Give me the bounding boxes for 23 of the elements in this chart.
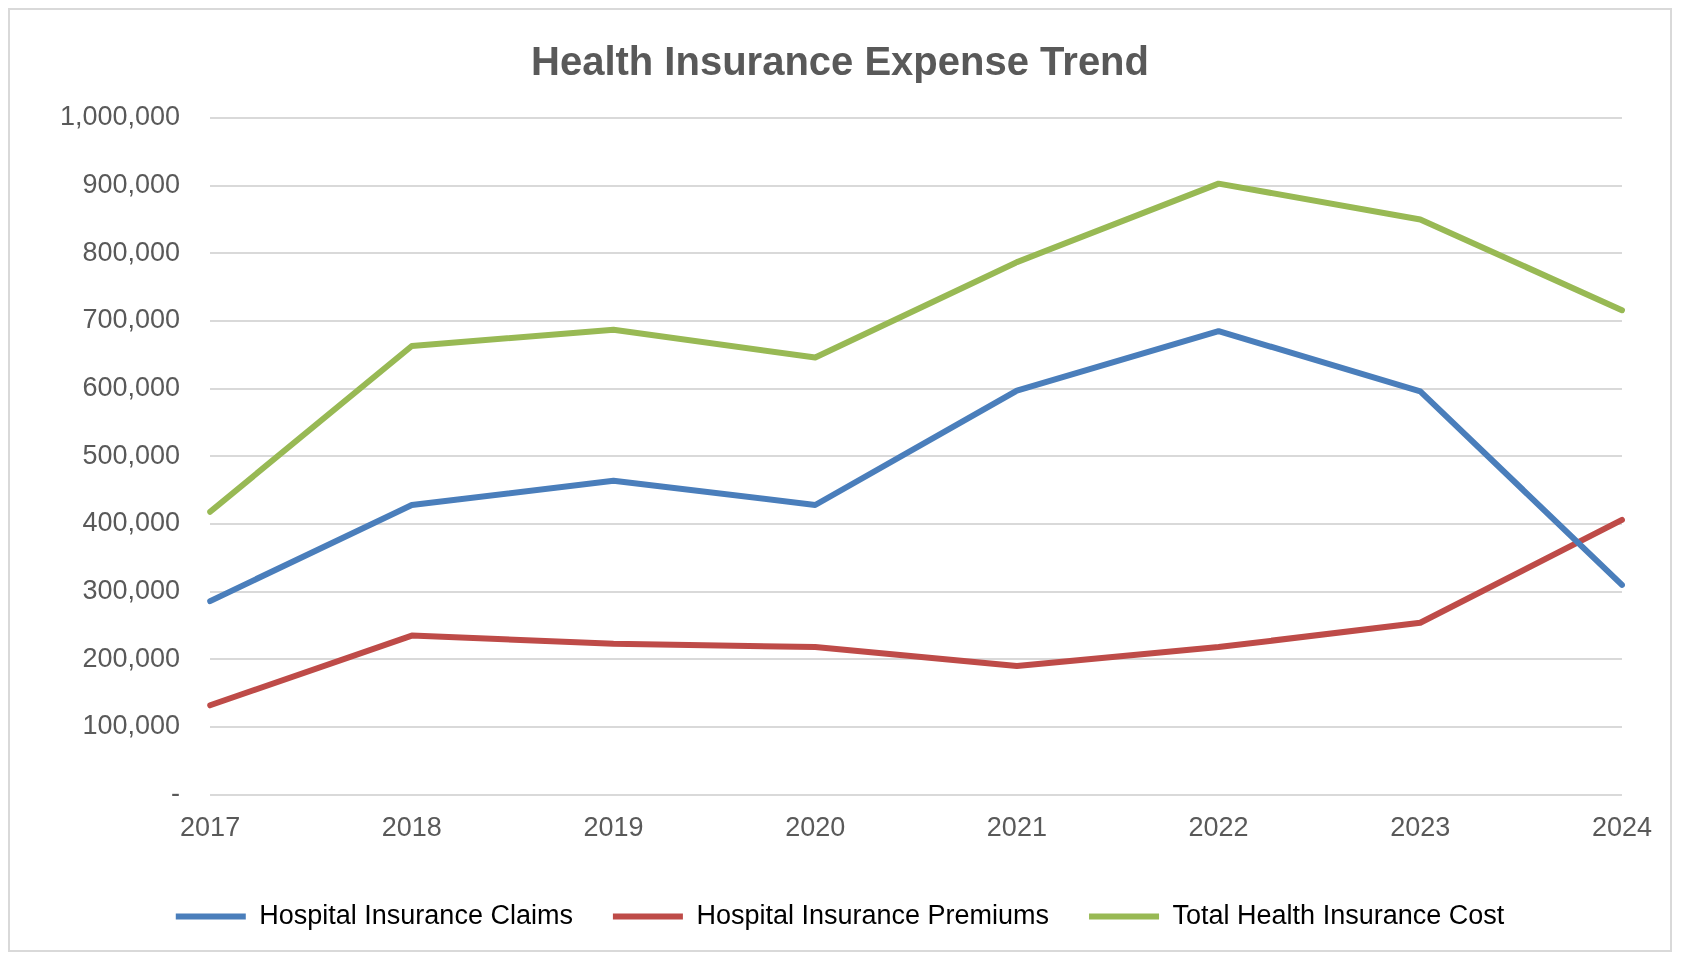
legend-label: Hospital Insurance Claims xyxy=(259,899,573,930)
y-tick-label: 400,000 xyxy=(82,507,181,538)
y-tick-label: 800,000 xyxy=(82,236,181,267)
legend-label: Hospital Insurance Premiums xyxy=(696,899,1050,930)
y-tick-label: 600,000 xyxy=(82,372,181,403)
x-tick-label: 2018 xyxy=(381,812,442,843)
x-tick-label: 2017 xyxy=(180,812,241,843)
x-tick-label: 2023 xyxy=(1390,812,1451,843)
chart-title: Health Insurance Expense Trend xyxy=(531,39,1149,84)
legend-label: Total Health Insurance Cost xyxy=(1172,899,1505,930)
x-tick-label: 2019 xyxy=(583,812,644,843)
x-tick-label: 2024 xyxy=(1591,812,1653,843)
y-tick-label: 100,000 xyxy=(82,710,181,741)
y-tick-label: 700,000 xyxy=(82,304,181,335)
x-tick-label: 2020 xyxy=(785,812,846,843)
x-tick-label: 2022 xyxy=(1188,812,1249,843)
y-tick-label: 500,000 xyxy=(82,439,181,470)
y-tick-label: 900,000 xyxy=(82,169,181,200)
y-tick-label: - xyxy=(171,778,181,809)
y-tick-label: 1,000,000 xyxy=(59,101,181,132)
y-tick-label: 300,000 xyxy=(82,575,181,606)
x-tick-label: 2021 xyxy=(986,812,1047,843)
y-tick-label: 200,000 xyxy=(82,642,181,673)
